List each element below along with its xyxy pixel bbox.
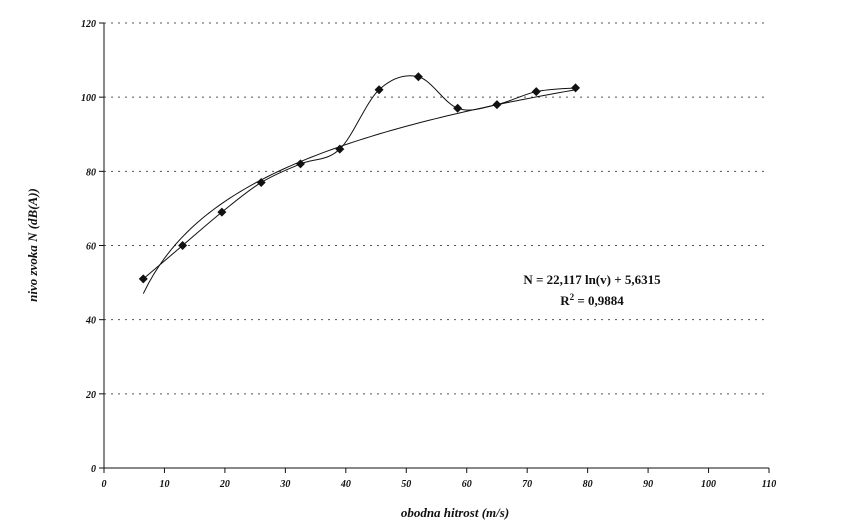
- data-point: [413, 72, 423, 82]
- x-axis-label: obodna hitrost (m/s): [401, 505, 509, 520]
- data-point: [453, 103, 463, 113]
- y-tick-label: 20: [85, 390, 96, 401]
- x-tick-label: 110: [762, 479, 776, 490]
- data-point: [138, 274, 148, 284]
- r-squared-value: = 0,9884: [574, 293, 624, 308]
- data-point: [335, 144, 345, 154]
- x-tick-label: 70: [522, 479, 532, 490]
- r-squared-label: R2 = 0,9884: [560, 292, 624, 308]
- x-tick-label: 100: [701, 479, 716, 490]
- y-tick-label: 60: [86, 242, 96, 253]
- x-tick-label: 80: [583, 479, 593, 490]
- x-tick-label: 30: [279, 479, 290, 490]
- y-tick-label: 80: [86, 167, 96, 178]
- y-tick-label: 100: [81, 93, 96, 104]
- r-squared-prefix: R: [560, 293, 570, 308]
- x-tick-label: 90: [643, 479, 653, 490]
- data-point: [531, 87, 541, 97]
- y-tick-label: 0: [91, 464, 96, 475]
- trendline-equation: N = 22,117 ln(v) + 5,6315: [523, 272, 661, 287]
- x-tick-label: 10: [159, 479, 169, 490]
- y-tick-label: 40: [85, 316, 96, 327]
- y-ticks: 0 20 40 60 80 100 120: [81, 19, 104, 475]
- r-squared-superscript: 2: [570, 292, 575, 302]
- data-point: [374, 85, 384, 95]
- y-tick-label: 120: [81, 19, 96, 30]
- trendline: [142, 89, 576, 294]
- x-tick-label: 0: [102, 479, 107, 490]
- x-tick-label: 50: [401, 479, 411, 490]
- data-point: [217, 207, 227, 217]
- data-point: [256, 177, 266, 187]
- x-tick-label: 40: [340, 479, 351, 490]
- data-point: [295, 159, 305, 169]
- data-point: [178, 241, 188, 250]
- data-point: [492, 100, 502, 110]
- x-ticks: 0 10 20 30 40 50 60 70 80 90 100 110: [102, 468, 776, 490]
- data-point: [571, 83, 581, 93]
- y-axis-label: nivo zvoka N (dB(A)): [25, 188, 40, 302]
- gridlines: [104, 22, 769, 395]
- data-points: [138, 72, 581, 284]
- x-tick-label: 20: [219, 479, 230, 490]
- x-tick-label: 60: [462, 479, 472, 490]
